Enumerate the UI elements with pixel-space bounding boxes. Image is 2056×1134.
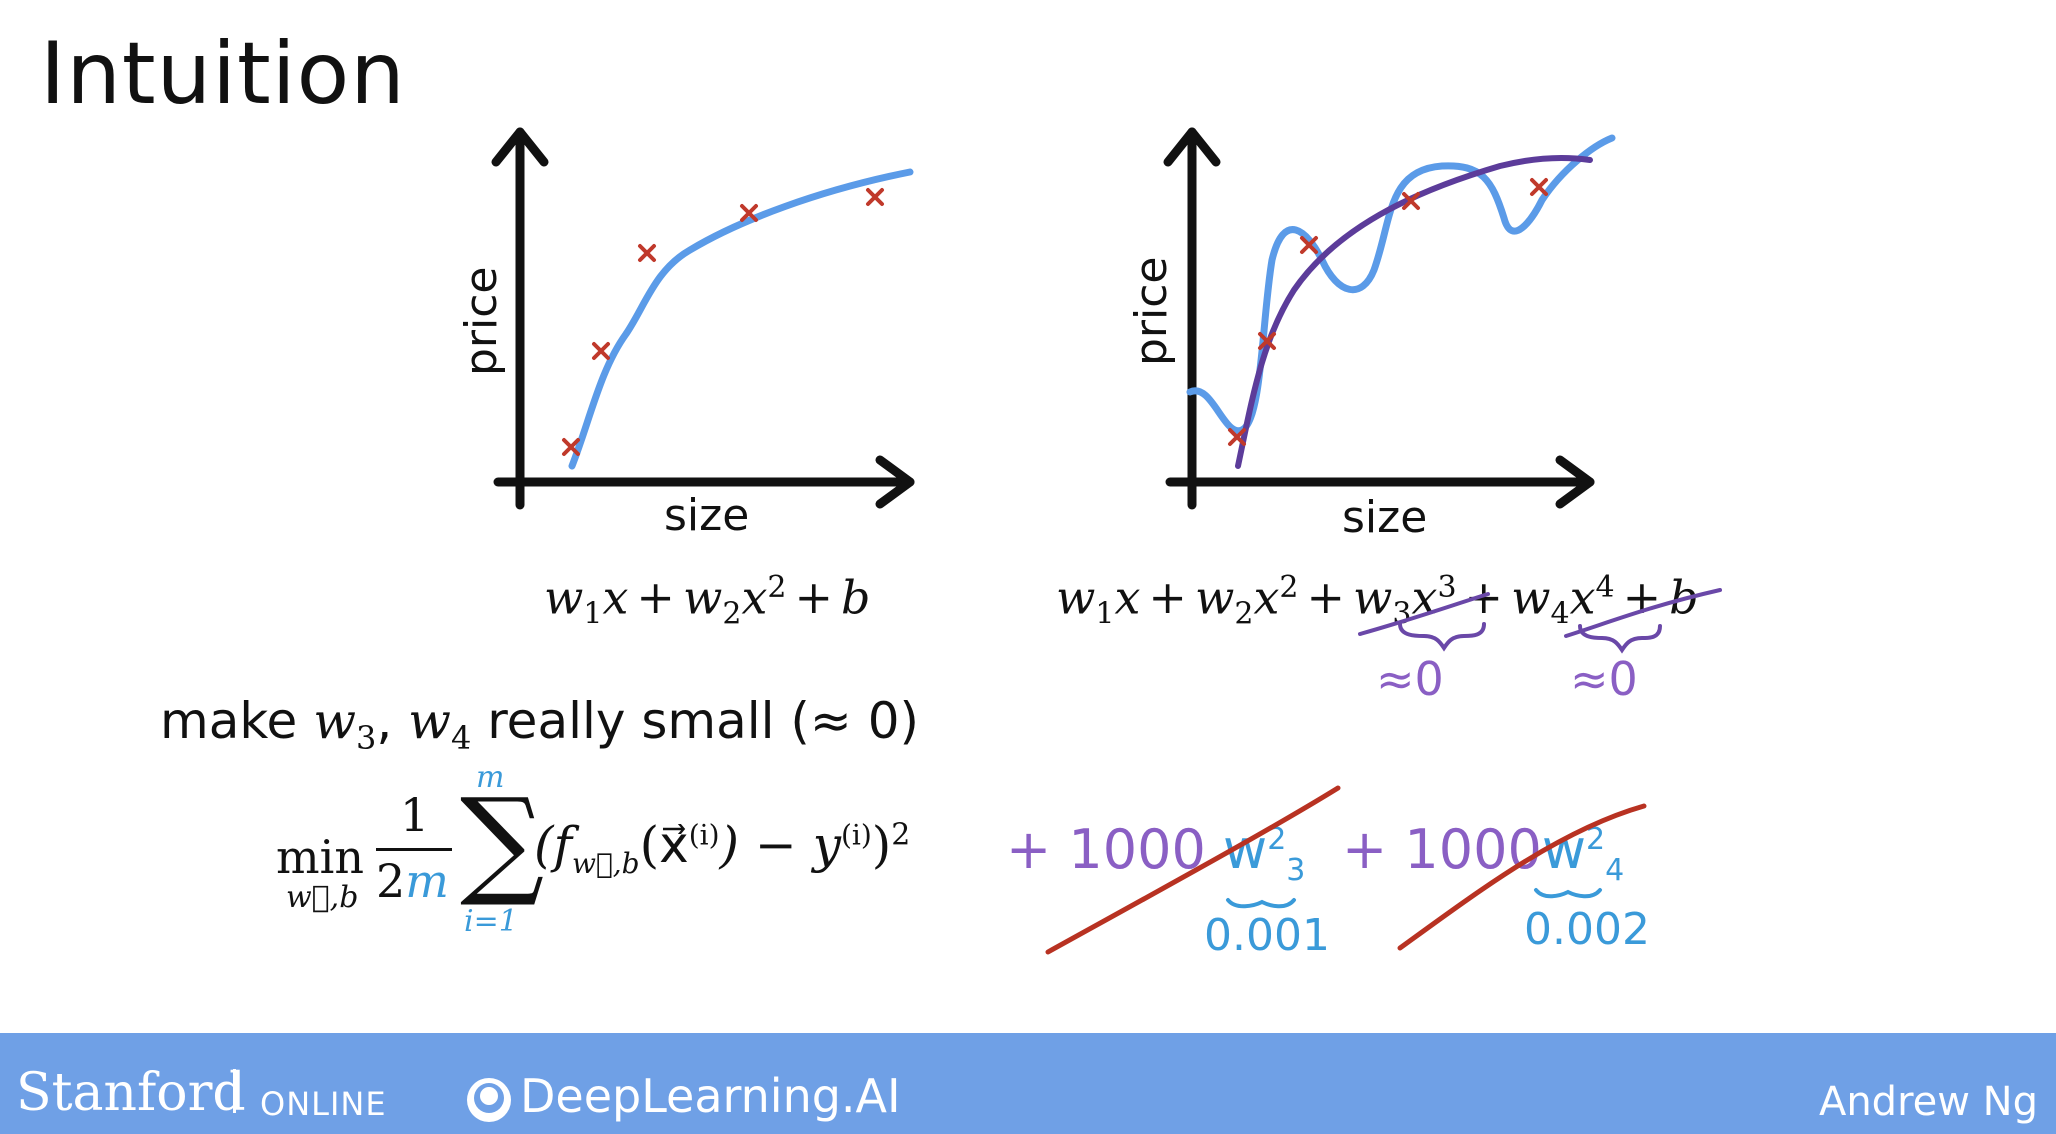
cost-frac-line [376, 848, 452, 851]
penalty-w4-sup: 2 [1586, 822, 1606, 857]
sum-sign: ∑ [460, 772, 545, 910]
left-y-arrow [491, 127, 549, 167]
eq-x: x [602, 570, 629, 625]
brace-penalty-w4 [1534, 888, 1602, 899]
eq-w1: w [544, 570, 584, 625]
cost-min: min [276, 830, 364, 884]
value-w4: 0.002 [1524, 904, 1650, 955]
left-y-label: price [456, 266, 507, 376]
eq-x2-power: 2 [767, 570, 787, 605]
footer-divider [233, 1069, 236, 1113]
cost-frac-num: 1 [400, 788, 430, 842]
cost-minus-y: ) − y [719, 816, 841, 874]
penalty-w3-coef: + 1000 [1006, 818, 1224, 881]
eq-plus: + [794, 570, 834, 625]
right-data-point [1300, 236, 1318, 254]
left-x-arrow [875, 455, 915, 509]
online-label: ONLINE [260, 1085, 387, 1123]
statement-w4-sub: 4 [450, 719, 472, 757]
right-equation-annotations [1358, 588, 1722, 654]
right-y-arrow [1163, 127, 1221, 167]
cost-f: (f [534, 816, 573, 874]
eq-w1: w [1056, 570, 1096, 625]
approx-zero-w3: ≈0 [1376, 652, 1444, 706]
cost-y-sup: (i) [840, 818, 872, 852]
statement-w3-sub: 3 [356, 719, 377, 757]
left-data-point [638, 244, 656, 262]
eq-w3-term: w [1353, 570, 1393, 625]
eq-x2: x [741, 570, 768, 625]
penalty-w3-sup: 2 [1267, 822, 1287, 857]
eq-b: b [841, 570, 871, 625]
slide: Intuition price size [40, 24, 1722, 961]
brace-penalty-w3 [1226, 898, 1296, 909]
statement-w3: w [313, 692, 356, 750]
penalty-w3: + 1000 w23 [1006, 818, 1305, 888]
eq-w4-term: w [1511, 570, 1551, 625]
deeplearning-logo-icon [467, 1078, 511, 1122]
statement-w4: w [408, 692, 451, 750]
eq-plus: + [636, 570, 675, 625]
right-x-arrow [1555, 455, 1595, 509]
right-x-label: size [1342, 492, 1428, 543]
strike-penalty-w3 [1045, 785, 1341, 955]
stanford-logo: Stanford [16, 1063, 246, 1123]
right-data-point [1258, 332, 1276, 350]
eq-w2: w [682, 570, 723, 625]
left-data-point [866, 188, 884, 206]
right-y-label: price [1126, 256, 1177, 366]
left-x-label: size [664, 490, 750, 541]
left-equation: w1x + w2x2 + b [544, 570, 870, 632]
approx-zero-w4: ≈0 [1570, 652, 1638, 706]
value-w3: 0.001 [1204, 910, 1330, 961]
statement-comma: , [376, 692, 409, 750]
right-data-point [1402, 192, 1420, 210]
eq-w2-sub: 2 [722, 596, 742, 632]
right-overfit-curve [1186, 134, 1616, 435]
cost-function: min w⃗,b 1 2m m ∑ i=1 (fw⃗,b(x⃗(i)) − y(… [272, 760, 1012, 950]
left-data-point [562, 438, 580, 456]
cost-power: 2 [891, 817, 911, 853]
cost-frac-den: 2m [376, 854, 449, 908]
author-name: Andrew Ng [1818, 1079, 2038, 1125]
left-fit-curve [568, 168, 914, 470]
sum-top: m [476, 760, 505, 795]
deeplearning-label: DeepLearning.AI [520, 1069, 901, 1123]
left-data-point [740, 204, 758, 222]
penalty-w4-sub: 4 [1605, 852, 1625, 888]
brace-w3 [1398, 622, 1486, 652]
cost-frac-den-m: m [405, 854, 449, 908]
cost-f-sub: w⃗,b [572, 847, 640, 880]
footer-bar: Stanford ONLINE DeepLearning.AI Andrew N… [0, 1033, 2056, 1134]
cost-close: ) [871, 816, 892, 874]
right-data-point [1228, 428, 1246, 446]
sum-bottom: i=1 [464, 904, 518, 939]
strike-penalty-w4 [1397, 803, 1647, 951]
strike-w4-term [1564, 588, 1722, 638]
cost-frac-den-num: 2 [376, 854, 406, 908]
slide-title: Intuition [40, 24, 406, 124]
penalty-w3-sub: 3 [1286, 852, 1306, 888]
left-data-point [592, 342, 610, 360]
statement-suffix: really small (≈ 0) [471, 692, 920, 750]
right-plot [1163, 127, 1616, 510]
brace-w4 [1578, 624, 1662, 654]
right-regularized-curve [1235, 155, 1593, 469]
left-plot [491, 127, 915, 510]
strike-w3-term [1358, 592, 1490, 636]
cost-arg: (x⃗ [639, 816, 689, 874]
right-data-point [1530, 178, 1548, 196]
cost-arg-sup: (i) [688, 818, 720, 852]
cost-body: (fw⃗,b(x⃗(i)) − y(i))2 [534, 816, 910, 880]
cost-min-sub: w⃗,b [286, 880, 359, 915]
penalty-strikes [1045, 785, 1647, 955]
eq-w1-sub: 1 [583, 596, 603, 632]
regularization-statement: make w3, w4 really small (≈ 0) [160, 692, 919, 757]
statement-prefix: make [160, 692, 314, 750]
